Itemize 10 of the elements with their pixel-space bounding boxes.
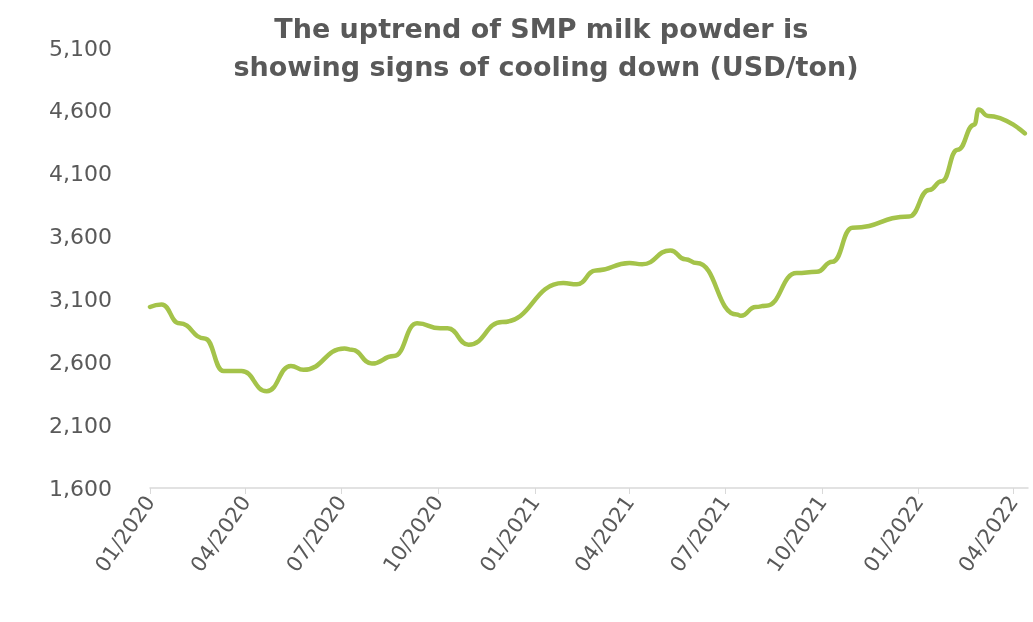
y-tick-label: 3,100 [49,286,112,312]
y-tick-label: 5,100 [49,35,112,61]
chart-title: The uptrend of SMP milk powder is showing signs of cooling down (USD/ton) [233,12,859,82]
y-tick-label: 4,600 [49,98,112,124]
y-tick-label: 3,600 [49,224,112,250]
y-tick-label: 1,600 [49,475,112,501]
y-tick-label: 4,100 [49,161,112,187]
y-tick-label: 2,600 [49,349,112,375]
y-tick-label: 2,100 [49,412,112,438]
line-series [147,107,1028,394]
